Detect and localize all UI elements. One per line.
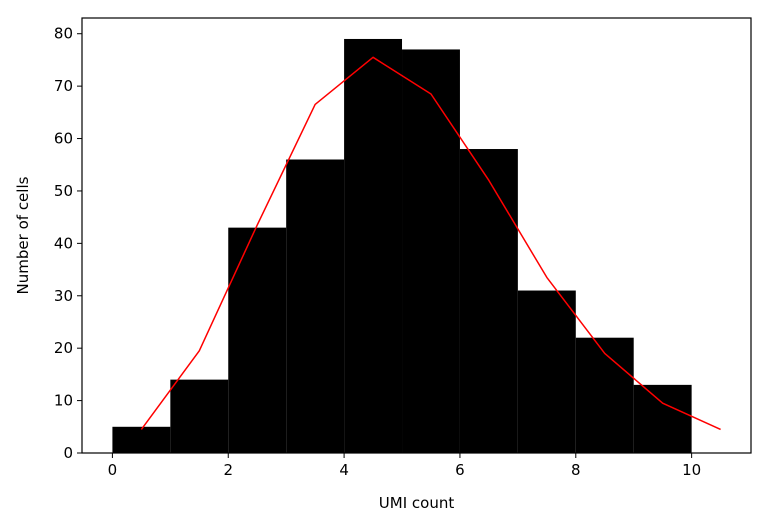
y-axis-label: Number of cells [14, 176, 32, 294]
axes-group: 0 2 4 6 8 10 0 10 20 30 40 50 60 70 80 [54, 17, 752, 479]
histogram-bar-3 [286, 159, 345, 453]
y-tick-label-5: 50 [54, 182, 73, 200]
plot-frame [81, 17, 752, 454]
x-tick-label-1: 2 [223, 461, 233, 479]
y-tick-label-3: 30 [54, 287, 73, 305]
x-tick-label-4: 8 [571, 461, 581, 479]
y-tick-label-4: 40 [54, 234, 73, 252]
histogram-bar-1 [170, 379, 229, 453]
histogram-bar-8 [575, 337, 634, 453]
histogram-bar-7 [517, 290, 576, 453]
x-axis-label: UMI count [379, 494, 455, 512]
y-tick-label-1: 10 [54, 392, 73, 410]
fit-line [140, 56, 721, 431]
histogram-bar-4 [344, 38, 403, 453]
bars-group [112, 38, 692, 454]
y-tick-label-0: 0 [63, 444, 73, 462]
histogram-bar-0 [112, 426, 171, 453]
histogram-bar-5 [402, 49, 460, 454]
x-tick-label-3: 6 [455, 461, 465, 479]
histogram-bar-9 [633, 384, 692, 453]
y-tick-label-6: 60 [54, 130, 73, 148]
x-tick-label-0: 0 [108, 461, 118, 479]
y-tick-label-7: 70 [54, 77, 73, 95]
y-tick-label-2: 20 [54, 339, 73, 357]
x-tick-label-2: 4 [339, 461, 349, 479]
y-tick-label-8: 80 [54, 25, 73, 43]
histogram-bar-2 [228, 227, 287, 453]
fit-line-group [140, 56, 721, 431]
x-tick-label-5: 10 [682, 461, 701, 479]
histogram-bar-6 [459, 149, 518, 453]
